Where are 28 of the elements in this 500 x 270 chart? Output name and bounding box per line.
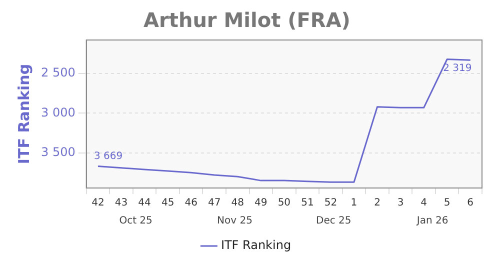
x-tick-label: 42 (92, 198, 104, 209)
x-tick-label: 47 (208, 198, 221, 209)
x-tick-label: 5 (444, 198, 450, 209)
text: Oct 25 (119, 216, 152, 227)
y-tick-label: 2 500 (40, 66, 76, 80)
data-label: 3 669 (94, 150, 123, 162)
text: Jan 26 (416, 216, 448, 227)
x-tick-label: 4 (420, 198, 428, 209)
x-tick-label: 43 (114, 198, 128, 209)
x-tick-label: 1 (350, 198, 358, 209)
x-tick-label: 48 (231, 198, 244, 209)
chart-title: Arthur Milot (FRA) (144, 8, 350, 32)
y-tick-label: 3 000 (40, 105, 76, 120)
x-tick-label: 52 (324, 198, 338, 209)
y-tick-label: 3 500 (40, 144, 76, 159)
text: Dec 25 (316, 216, 352, 227)
x-tick-label: 45 (161, 198, 174, 209)
x-tick-label: 44 (138, 198, 151, 209)
x-tick-label: 49 (254, 198, 268, 209)
x-tick-label: 50 (278, 198, 291, 209)
text: Nov 25 (217, 216, 252, 227)
x-tick-label: 46 (184, 198, 198, 209)
legend-label: ITF Ranking (220, 238, 292, 252)
x-tick-label: 6 (467, 198, 474, 209)
x-tick-label: 3 (397, 198, 404, 209)
x-tick-label: 2 (374, 198, 380, 209)
x-tick-label: 51 (301, 198, 314, 209)
y-axis-title: ITF Ranking (14, 64, 33, 164)
